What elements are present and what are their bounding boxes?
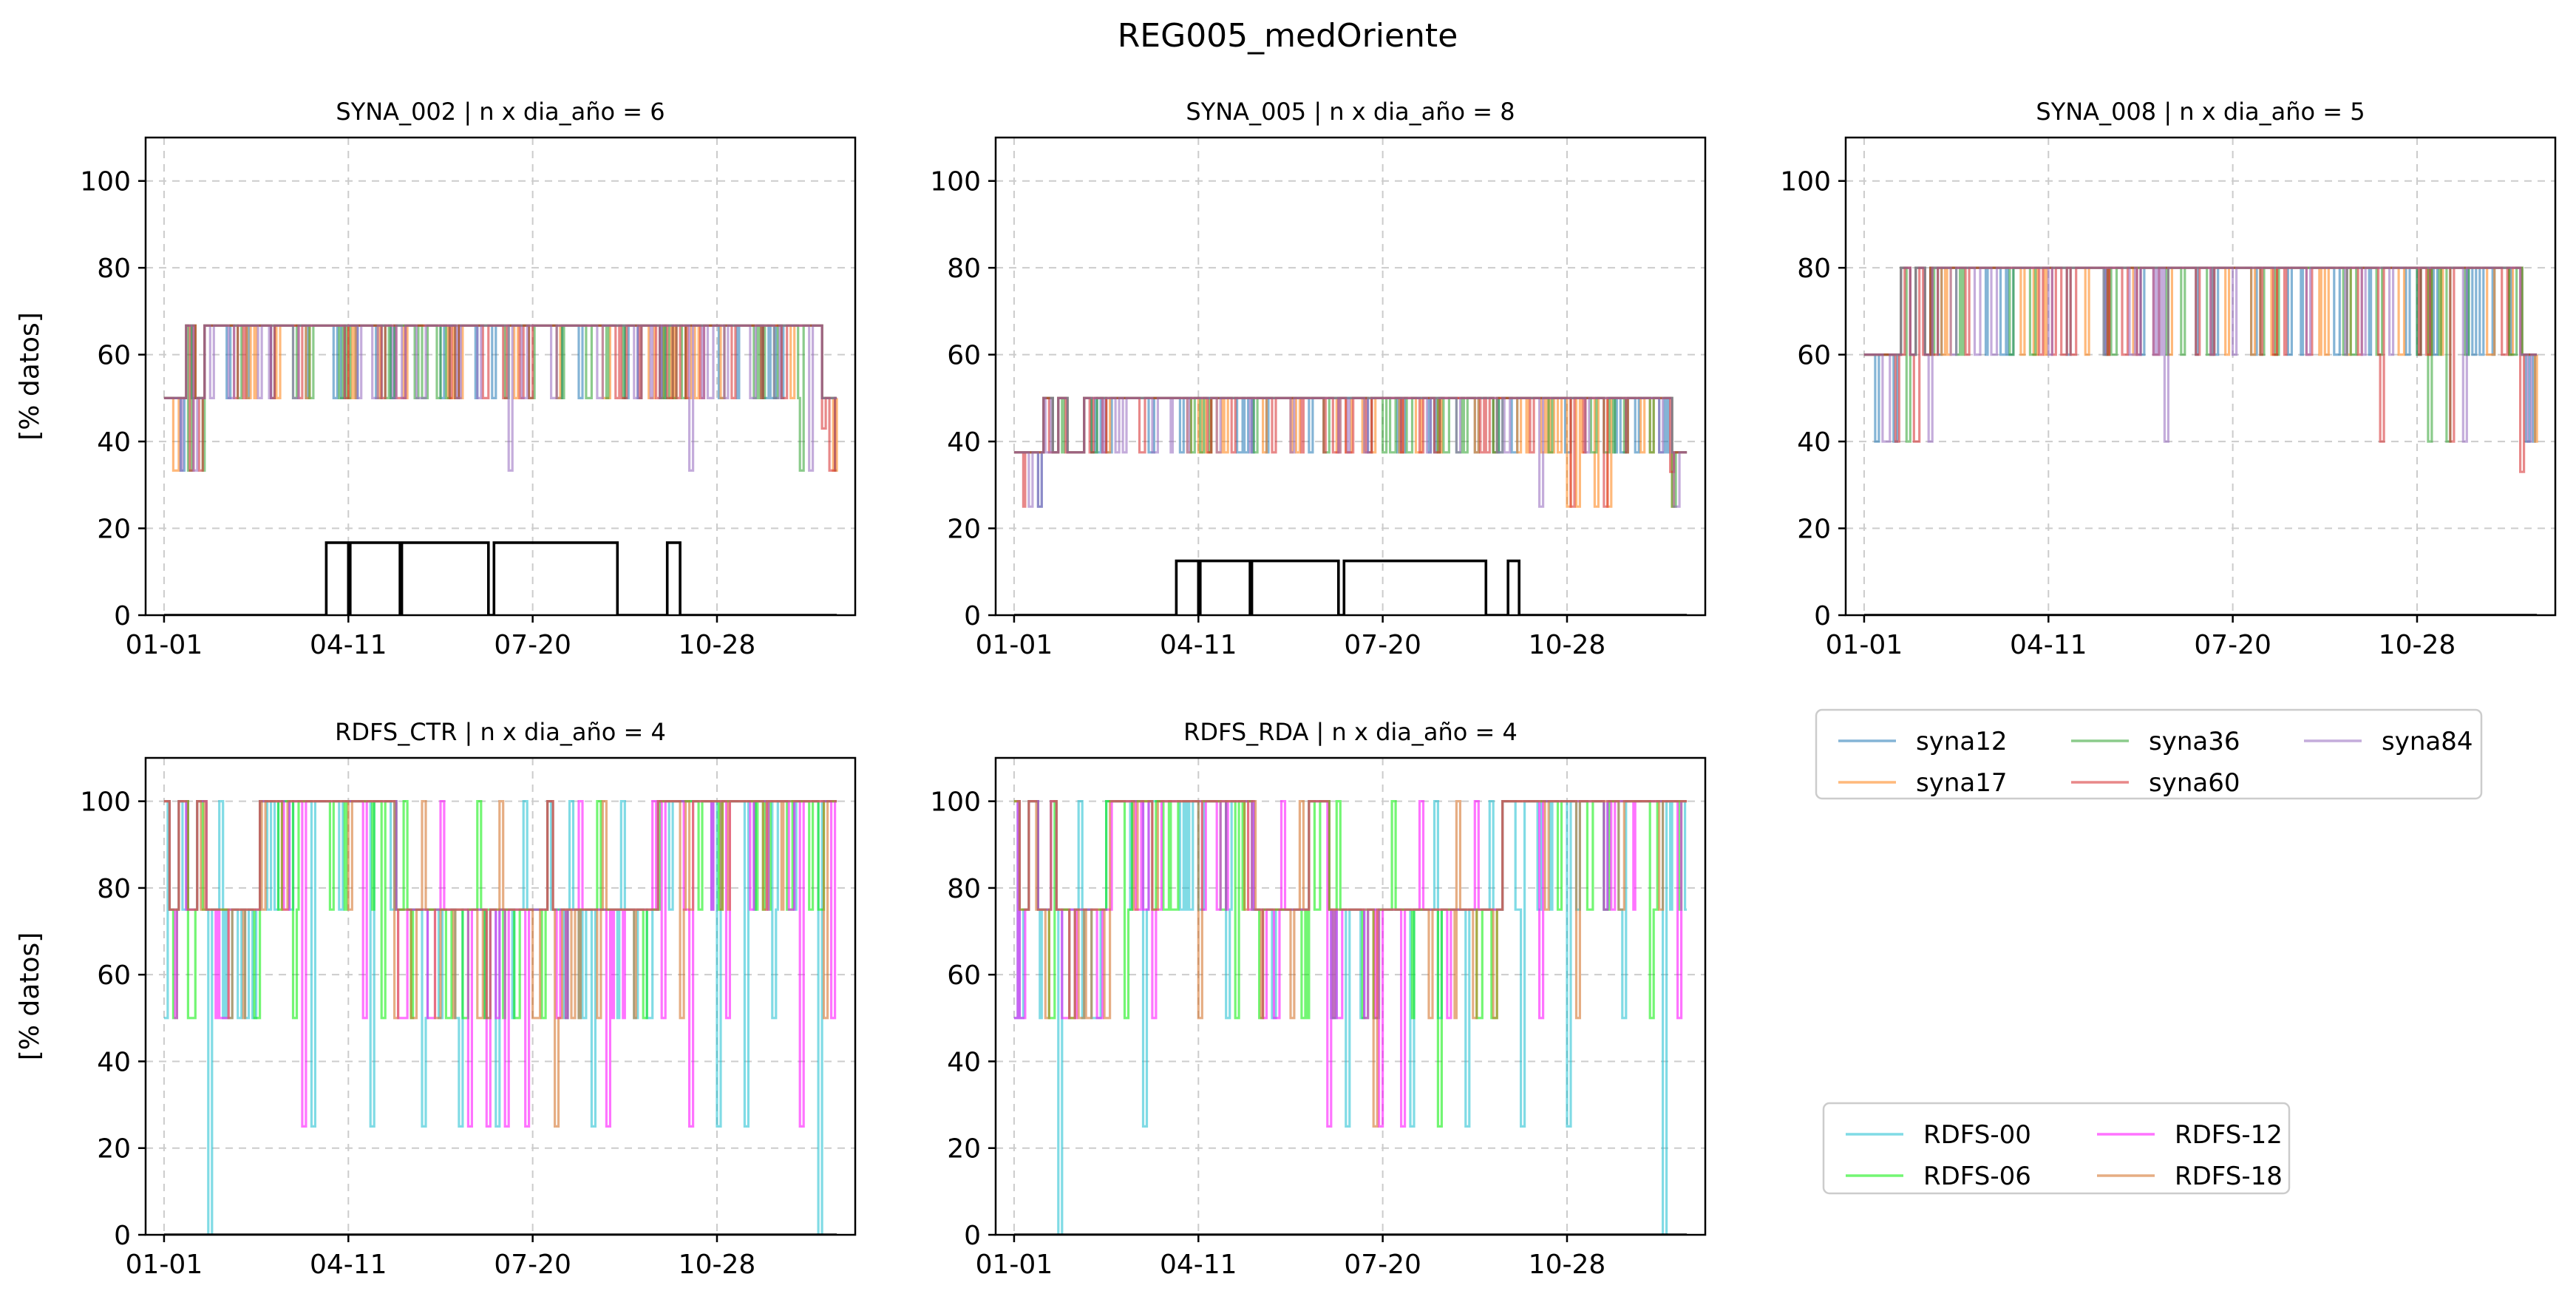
- subplot-2: 0 20 40 60 80 100 01-01 04-11 07-20 10-28 SYNA_005…: [930, 98, 1707, 660]
- y-tick-label: 20: [947, 515, 981, 545]
- subplot-title: SYNA_005 | n x dia_año = 8: [1186, 98, 1515, 126]
- y-tick-label: 0: [964, 1221, 981, 1251]
- legend-rdfs: RDFS-00 RDFS-06 RDFS-12 RDFS-18: [1822, 1102, 2291, 1195]
- x-tick-label: 07-20: [1344, 630, 1421, 660]
- series-group: [163, 800, 837, 1235]
- series-group: [1013, 800, 1688, 1235]
- legend-label: syna36: [2149, 727, 2240, 756]
- y-tick-label: 80: [947, 254, 981, 284]
- count-line: [163, 541, 837, 615]
- figure-title: REG005_medOriente: [1118, 17, 1458, 55]
- y-tick-label: 20: [97, 515, 131, 545]
- y-tick-label: 100: [930, 787, 981, 818]
- y-tick-label: 80: [1797, 254, 1831, 284]
- x-tick-label: 10-28: [1529, 1250, 1606, 1280]
- y-tick-label: 80: [97, 874, 131, 904]
- y-tick-label: 20: [947, 1134, 981, 1165]
- legend-label: RDFS-06: [1923, 1162, 2031, 1191]
- y-tick-label: 100: [80, 167, 131, 197]
- subplot-1: 0 20 40 60 80 100 01-01 04-11 07-20 10-28 SYNA_002…: [15, 98, 857, 660]
- legend-label: RDFS-12: [2175, 1120, 2283, 1150]
- y-tick-label: 20: [97, 1134, 131, 1165]
- axes-frame: [994, 136, 1707, 617]
- y-tick-label: 60: [947, 341, 981, 371]
- x-tick-label: 04-11: [1160, 630, 1237, 660]
- series-group: [163, 324, 838, 615]
- count-line: [1013, 559, 1688, 615]
- series-line-syna84: [163, 324, 837, 472]
- axes-frame: [144, 136, 857, 617]
- y-tick-label: 0: [114, 1221, 131, 1251]
- subplot-title: RDFS_RDA | n x dia_año = 4: [1183, 718, 1518, 746]
- x-tick-label: 01-01: [1826, 630, 1903, 660]
- subplot-title: SYNA_002 | n x dia_año = 6: [336, 98, 665, 126]
- y-tick-label: 0: [964, 601, 981, 631]
- y-axis-label: [% datos]: [15, 312, 45, 441]
- subplot-title: SYNA_008 | n x dia_año = 5: [2036, 98, 2365, 126]
- legend-label: syna12: [1916, 727, 2007, 756]
- x-tick-label: 04-11: [310, 1250, 387, 1280]
- y-tick-label: 0: [1814, 601, 1831, 631]
- y-tick-label: 80: [97, 254, 131, 284]
- series-group: [1863, 266, 2538, 615]
- series-line-syna84: [1863, 266, 2538, 443]
- y-tick-label: 60: [97, 960, 131, 991]
- y-tick-label: 60: [1797, 341, 1831, 371]
- series-line-syna84: [1013, 396, 1688, 508]
- subplot-3: 0 20 40 60 80 100 01-01 04-11 07-20 10-28 SYNA_008…: [1780, 98, 2557, 660]
- legend-label: syna84: [2382, 727, 2473, 756]
- subplot-4: 0 20 40 60 80 100 01-01 04-11 07-20 10-28 RDFS_CTR…: [15, 718, 857, 1280]
- axes-frame: [144, 756, 857, 1236]
- y-tick-label: 40: [947, 1047, 981, 1077]
- legend-frame: [1822, 1102, 2291, 1195]
- legend-label: syna60: [2149, 768, 2240, 798]
- y-tick-label: 100: [930, 167, 981, 197]
- x-tick-label: 07-20: [2194, 630, 2271, 660]
- y-tick-label: 40: [947, 427, 981, 458]
- legend-syna: syna12 syna17 syna36 syna60 syna84: [1815, 708, 2483, 800]
- legend-label: syna17: [1916, 768, 2007, 798]
- x-tick-label: 01-01: [976, 1250, 1053, 1280]
- y-tick-label: 100: [1780, 167, 1831, 197]
- y-tick-label: 0: [114, 601, 131, 631]
- subplot-5: 0 20 40 60 80 100 01-01 04-11 07-20 10-28 RDFS_RDA…: [930, 718, 1707, 1280]
- subplot-title: RDFS_CTR | n x dia_año = 4: [335, 718, 666, 746]
- legend-frame: [1815, 708, 2483, 800]
- x-tick-label: 10-28: [679, 1250, 756, 1280]
- x-tick-label: 07-20: [494, 630, 571, 660]
- y-tick-label: 60: [97, 341, 131, 371]
- y-tick-label: 40: [97, 427, 131, 458]
- x-tick-label: 10-28: [1529, 630, 1606, 660]
- y-tick-label: 100: [80, 787, 131, 818]
- series-group: [1013, 396, 1688, 615]
- x-tick-label: 04-11: [1160, 1250, 1237, 1280]
- legend-label: RDFS-18: [2175, 1162, 2283, 1191]
- y-tick-label: 40: [1797, 427, 1831, 458]
- x-tick-label: 01-01: [126, 1250, 203, 1280]
- x-tick-label: 04-11: [2010, 630, 2087, 660]
- x-tick-label: 04-11: [310, 630, 387, 660]
- subplots: 0 20 40 60 80 100 01-01 04-11 07-20 10-28 SYNA_002…: [15, 98, 2557, 1280]
- x-tick-label: 07-20: [494, 1250, 571, 1280]
- y-tick-label: 60: [947, 960, 981, 991]
- x-tick-label: 01-01: [976, 630, 1053, 660]
- y-tick-label: 20: [1797, 515, 1831, 545]
- series-line-RDFS-00: [1013, 800, 1688, 1235]
- y-tick-label: 40: [97, 1047, 131, 1077]
- x-tick-label: 07-20: [1344, 1250, 1421, 1280]
- series-line-syna60: [163, 324, 837, 472]
- y-tick-label: 80: [947, 874, 981, 904]
- series-line-RDFS-18: [163, 800, 837, 1128]
- x-tick-label: 10-28: [2379, 630, 2456, 660]
- x-tick-label: 01-01: [126, 630, 203, 660]
- legend-label: RDFS-00: [1923, 1120, 2031, 1150]
- axes-frame: [994, 756, 1707, 1236]
- y-axis-label: [% datos]: [15, 932, 45, 1061]
- series-line-RDFS-18: [1013, 800, 1688, 1128]
- x-tick-label: 10-28: [679, 630, 756, 660]
- axes-frame: [1844, 136, 2557, 617]
